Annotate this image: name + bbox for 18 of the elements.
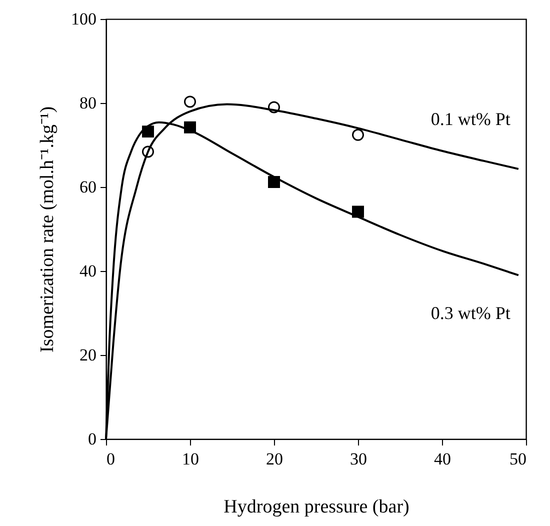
y-tick-label: 40	[80, 262, 96, 280]
series-label: 0.3 wt% Pt	[430, 303, 510, 324]
x-tick-label: 10	[182, 450, 199, 468]
y-tick-label: 80	[80, 94, 96, 112]
x-tick-label: 50	[510, 450, 526, 468]
y-tick-label: 20	[80, 346, 96, 364]
x-axis-title: Hydrogen pressure (bar)	[224, 496, 410, 518]
x-tick-label: 40	[434, 450, 451, 468]
series-label: 0.1 wt% Pt	[430, 108, 510, 129]
x-tick-label: 20	[266, 450, 283, 468]
y-tick-label: 60	[80, 178, 96, 196]
y-tick-label: 0	[88, 430, 96, 448]
y-axis-title: Isomerization rate (mol.h⁻¹.kg⁻¹)	[37, 106, 58, 353]
point	[184, 96, 196, 108]
point	[352, 128, 364, 141]
x-tick-label: 0	[106, 450, 115, 468]
y-tick-label: 100	[71, 10, 96, 28]
x-tick-label: 30	[350, 450, 367, 468]
